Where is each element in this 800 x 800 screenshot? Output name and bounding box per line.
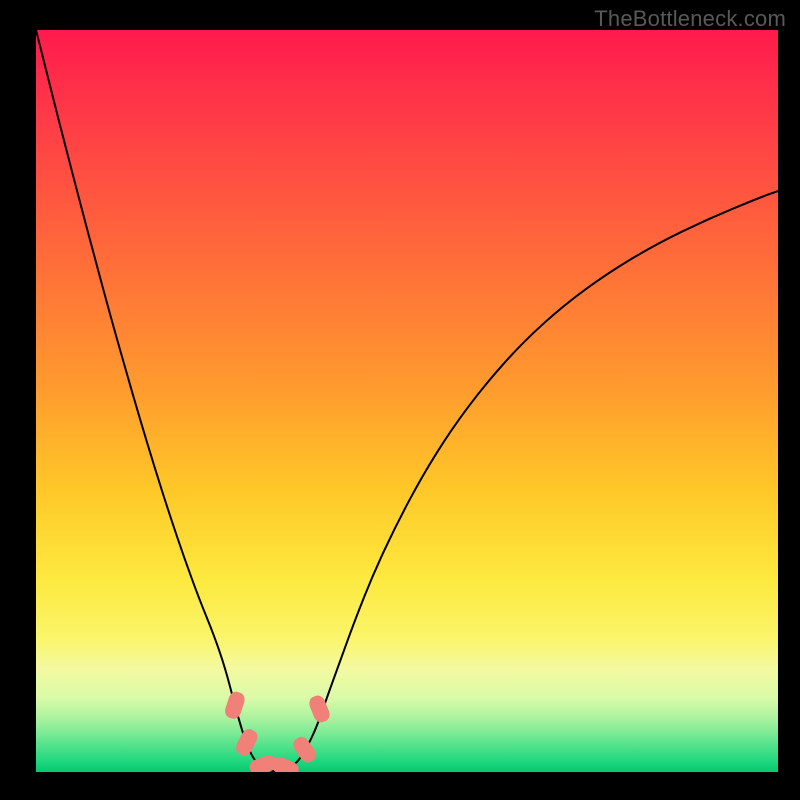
chart-svg	[36, 30, 778, 772]
chart-background	[36, 30, 778, 772]
watermark-text: TheBottleneck.com	[594, 6, 786, 32]
chart-plot-area	[36, 30, 778, 772]
